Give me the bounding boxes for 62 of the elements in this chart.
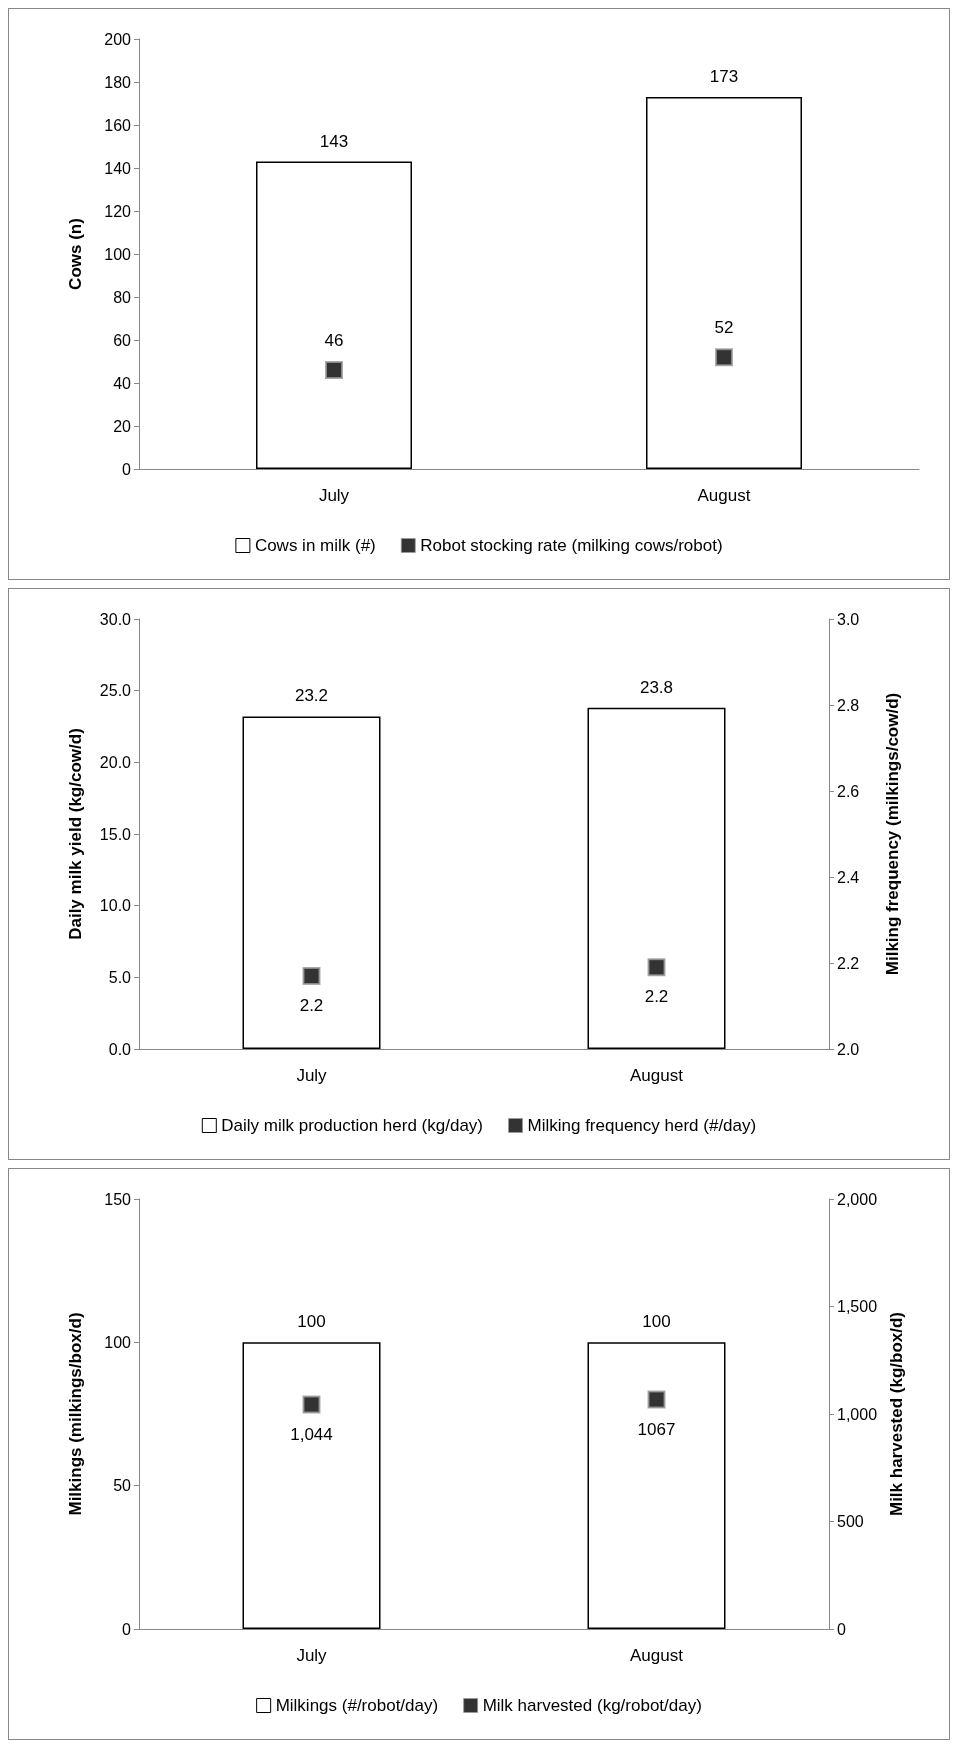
legend-label: Milking frequency herd (#/day) [527, 1116, 757, 1135]
y2-tick-label: 2.8 [837, 696, 860, 714]
y-tick-label: 50 [113, 1477, 132, 1495]
legend-label: Milk harvested (kg/robot/day) [482, 1696, 702, 1715]
y-tick-label: 180 [104, 73, 132, 91]
y-tick-label: 0.0 [108, 1040, 132, 1058]
data-label: 1067 [637, 1419, 676, 1439]
y2-tick-label: 3.0 [837, 610, 860, 628]
y-tick-label: 100 [104, 245, 132, 263]
x-tick-label: August [697, 486, 751, 505]
y2-tick-label: 2.4 [837, 868, 860, 886]
y-tick-label: 25.0 [99, 682, 132, 700]
x-tick-label: July [296, 1066, 328, 1085]
y-tick-label: 5.0 [108, 968, 132, 986]
y2-axis-title: Milk harvested (kg/box/d) [886, 1311, 906, 1517]
y2-tick-label: 500 [837, 1513, 864, 1530]
data-label: 143 [319, 131, 349, 151]
x-tick-label: July [318, 486, 350, 505]
y-tick-label: 20.0 [99, 753, 132, 771]
data-label: 2.2 [299, 995, 324, 1015]
data-label: 46 [324, 331, 344, 351]
legend-label: Cows in milk (#) [254, 536, 376, 555]
data-label: 1,044 [290, 1424, 333, 1444]
data-label: 100 [642, 1312, 671, 1332]
y-axis-title: Daily milk yield (kg/cow/d) [66, 728, 85, 940]
y-tick-label: 15.0 [99, 825, 132, 843]
y-tick-label: 0 [122, 1620, 132, 1638]
y2-tick-label: 2.0 [837, 1040, 860, 1058]
y2-tick-label: 1,500 [837, 1298, 878, 1315]
y2-tick-label: 2.2 [837, 954, 860, 972]
y-tick-label: 150 [104, 1190, 132, 1208]
y-tick-label: 40 [113, 374, 132, 392]
y-tick-label: 20 [113, 417, 132, 435]
y2-tick-label: 2.6 [837, 782, 860, 800]
legend-label: Milkings (#/robot/day) [275, 1696, 439, 1715]
y-axis-title: Milkings (milkings/box/d) [66, 1312, 85, 1516]
y-tick-label: 120 [104, 202, 132, 220]
y-tick-label: 160 [104, 116, 132, 134]
y2-axis-title: Milking frequency (milkings/cow/d) [883, 692, 902, 976]
x-tick-label: August [630, 1066, 684, 1085]
y-tick-label: 100 [104, 1333, 132, 1351]
x-tick-label: July [296, 1646, 328, 1665]
y-tick-label: 30.0 [99, 610, 132, 628]
data-label: 52 [714, 318, 734, 338]
y2-tick-label: 1,000 [837, 1405, 878, 1423]
data-label: 2.2 [644, 987, 669, 1007]
y-tick-label: 10.0 [99, 897, 132, 915]
y-tick-label: 200 [104, 30, 132, 48]
legend-label: Daily milk production herd (kg/day) [221, 1116, 484, 1135]
y-tick-label: 80 [113, 288, 132, 306]
data-label: 23.2 [294, 686, 329, 706]
y2-tick-label: 2,000 [837, 1190, 878, 1208]
data-label: 23.8 [639, 677, 674, 697]
y-axis-title: Cows (n) [66, 218, 85, 290]
y-tick-label: 60 [113, 331, 132, 349]
y2-tick-label: 0 [837, 1620, 846, 1638]
y-tick-label: 0 [122, 460, 132, 478]
data-label: 173 [709, 67, 739, 87]
data-label: 100 [297, 1312, 326, 1332]
legend-label: Robot stocking rate (milking cows/robot) [420, 536, 723, 555]
y-tick-label: 140 [104, 159, 132, 177]
x-tick-label: August [630, 1646, 684, 1665]
